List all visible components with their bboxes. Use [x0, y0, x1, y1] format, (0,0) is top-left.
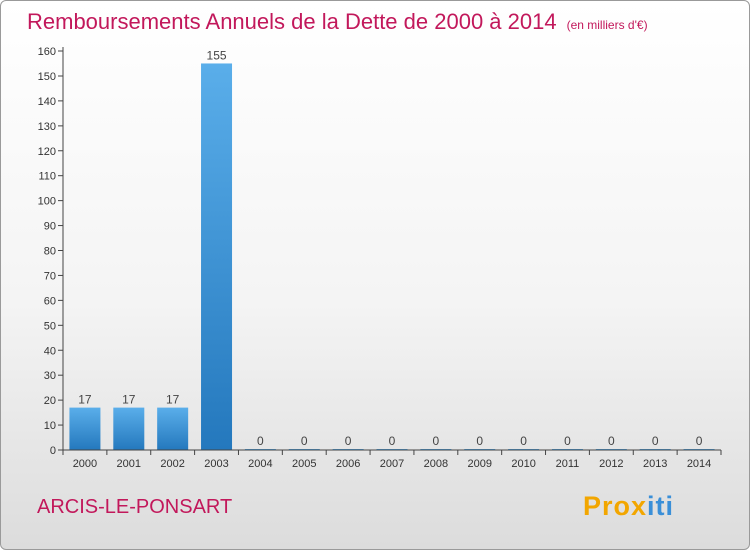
x-tick-label-2007: 2007 [380, 458, 404, 470]
data-label-2003: 155 [207, 48, 227, 62]
data-label-2006: 0 [345, 434, 352, 448]
x-axis: 2000 2001 2002 2003 2004 2005 2006 2007 2008 2009… [62, 449, 722, 470]
x-tick-label-2000: 2000 [73, 458, 97, 470]
data-label-2009: 0 [476, 434, 483, 448]
y-tick-label: 60 [44, 295, 56, 307]
bar-2000 [69, 407, 101, 450]
y-tick-label: 20 [44, 395, 56, 407]
x-tick-label-2005: 2005 [292, 458, 316, 470]
bar-2002 [157, 407, 189, 450]
y-axis: 0 10 20 30 40 50 60 70 80 90 100 110 120 130 140 150 160 [38, 46, 64, 457]
x-tick-label-2006: 2006 [336, 458, 360, 470]
data-label-2013: 0 [652, 434, 659, 448]
x-tick-label-2012: 2012 [599, 458, 623, 470]
x-tick-label-2003: 2003 [204, 458, 228, 470]
chart-title: Remboursements Annuels de la Dette de 20… [27, 9, 648, 35]
data-label-2010: 0 [520, 434, 527, 448]
data-label-2012: 0 [608, 434, 615, 448]
data-label-2002: 17 [166, 393, 180, 407]
proxiti-logo: Proxiti [583, 491, 674, 522]
data-label-2001: 17 [122, 393, 136, 407]
x-tick-label-2004: 2004 [248, 458, 272, 470]
bar-2001 [113, 407, 145, 450]
y-tick-label: 50 [44, 320, 56, 332]
x-tick-label-2011: 2011 [556, 458, 580, 470]
y-tick-label: 10 [44, 420, 56, 432]
y-tick-label: 90 [44, 221, 56, 233]
data-label-2004: 0 [257, 434, 264, 448]
x-tick-label-2001: 2001 [117, 458, 141, 470]
x-tick-label-2010: 2010 [511, 458, 535, 470]
y-tick-label: 140 [38, 96, 56, 108]
logo-part1: Prox [583, 491, 648, 521]
chart-title-text: Remboursements Annuels de la Dette de 20… [27, 9, 557, 34]
x-tick-label-2009: 2009 [467, 458, 491, 470]
bars: 17 17 17 155 0 0 0 0 0 0 0 0 0 0 0 [69, 48, 715, 450]
x-tick-label-2008: 2008 [424, 458, 448, 470]
y-tick-label: 130 [38, 121, 56, 133]
y-tick-label: 120 [38, 146, 56, 158]
x-tick-label-2014: 2014 [687, 458, 711, 470]
logo-part2: iti [647, 491, 675, 521]
chart-subtitle: (en milliers d'€) [566, 18, 648, 32]
data-label-2011: 0 [564, 434, 571, 448]
x-tick-label-2013: 2013 [643, 458, 667, 470]
y-tick-label: 100 [38, 196, 56, 208]
y-tick-label: 40 [44, 345, 56, 357]
y-tick-label: 30 [44, 370, 56, 382]
bar-2003 [201, 63, 233, 450]
x-tick-label-2002: 2002 [160, 458, 184, 470]
data-label-2000: 17 [78, 393, 92, 407]
data-label-2014: 0 [696, 434, 703, 448]
city-name: ARCIS-LE-PONSART [37, 496, 233, 518]
y-tick-label: 70 [44, 270, 56, 282]
y-tick-label: 150 [38, 71, 56, 83]
y-tick-label: 110 [38, 171, 56, 183]
y-tick-label: 160 [38, 46, 56, 58]
y-tick-label: 80 [44, 246, 56, 258]
data-label-2005: 0 [301, 434, 308, 448]
data-label-2008: 0 [433, 434, 440, 448]
data-label-2007: 0 [389, 434, 396, 448]
y-tick-label: 0 [50, 445, 56, 457]
